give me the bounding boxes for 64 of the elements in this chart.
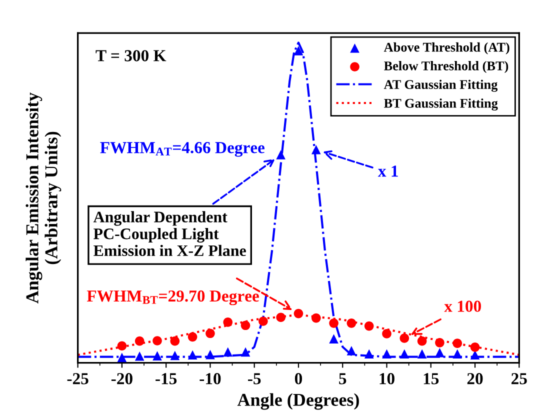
annotation: x 100 [444,300,481,312]
point [170,350,180,360]
point [329,318,338,328]
point [223,347,233,357]
point [152,351,162,360]
x-tick-label: 15 [424,373,439,384]
x-tick-label: 0 [294,373,302,384]
y-axis-title: Angular Emission Intensity (Arbitrary Units) [26,92,62,304]
point [470,350,480,360]
x-tick-label: -10 [200,373,221,384]
point [276,150,286,160]
x-axis-title: Angle (Degrees) [237,393,359,410]
point [294,308,304,318]
point [435,338,444,348]
legend-label: AT Gaussian Fitting [384,80,498,92]
point [364,321,374,331]
point [311,144,321,154]
point [329,334,338,344]
x-tick-label: -25 [67,373,88,384]
point [382,329,392,338]
x-tick-label: -15 [156,373,177,384]
point [240,347,250,357]
point [400,334,410,343]
x-tick-label: 10 [380,373,394,384]
point [223,318,233,327]
point [364,349,374,359]
point [206,328,215,338]
point [435,348,444,358]
x-tick-label: 5 [339,373,346,384]
legend-label: Above Threshold (AT) [384,42,510,54]
point [152,336,162,346]
x-tick-label: -20 [111,373,132,384]
point [382,349,392,359]
annotation: x 1 [378,166,398,177]
x-tick-label: -5 [248,373,261,384]
point [258,316,268,326]
point [188,350,198,360]
point [452,338,462,348]
point [240,320,250,330]
point [188,332,198,342]
point [276,312,286,322]
point [417,336,427,346]
annotation: FWHM$_{BT}$=29.70 Degree [86,290,259,306]
point [346,318,356,328]
point [452,349,462,359]
point [311,313,321,323]
point [400,349,410,359]
legend-label: BT Gaussian Fitting [384,98,498,111]
x-tick-label: 20 [467,373,483,384]
point [294,46,304,56]
point [346,346,356,356]
point [117,352,127,362]
point [417,349,427,359]
annotation: FWHM$_{AT}$=4.66 Degree [100,142,265,157]
point [470,342,480,352]
point [206,350,215,360]
point [117,341,127,351]
point [134,351,144,361]
point [134,336,144,346]
legend-label: Below Threshold (BT) [384,61,508,74]
annotation: Angular Dependent PC-Coupled Light Emission in X-Z Plane [93,211,246,256]
point [170,336,180,346]
x-tick-label: 25 [512,373,527,384]
annotation: T = 300 K [96,50,166,62]
